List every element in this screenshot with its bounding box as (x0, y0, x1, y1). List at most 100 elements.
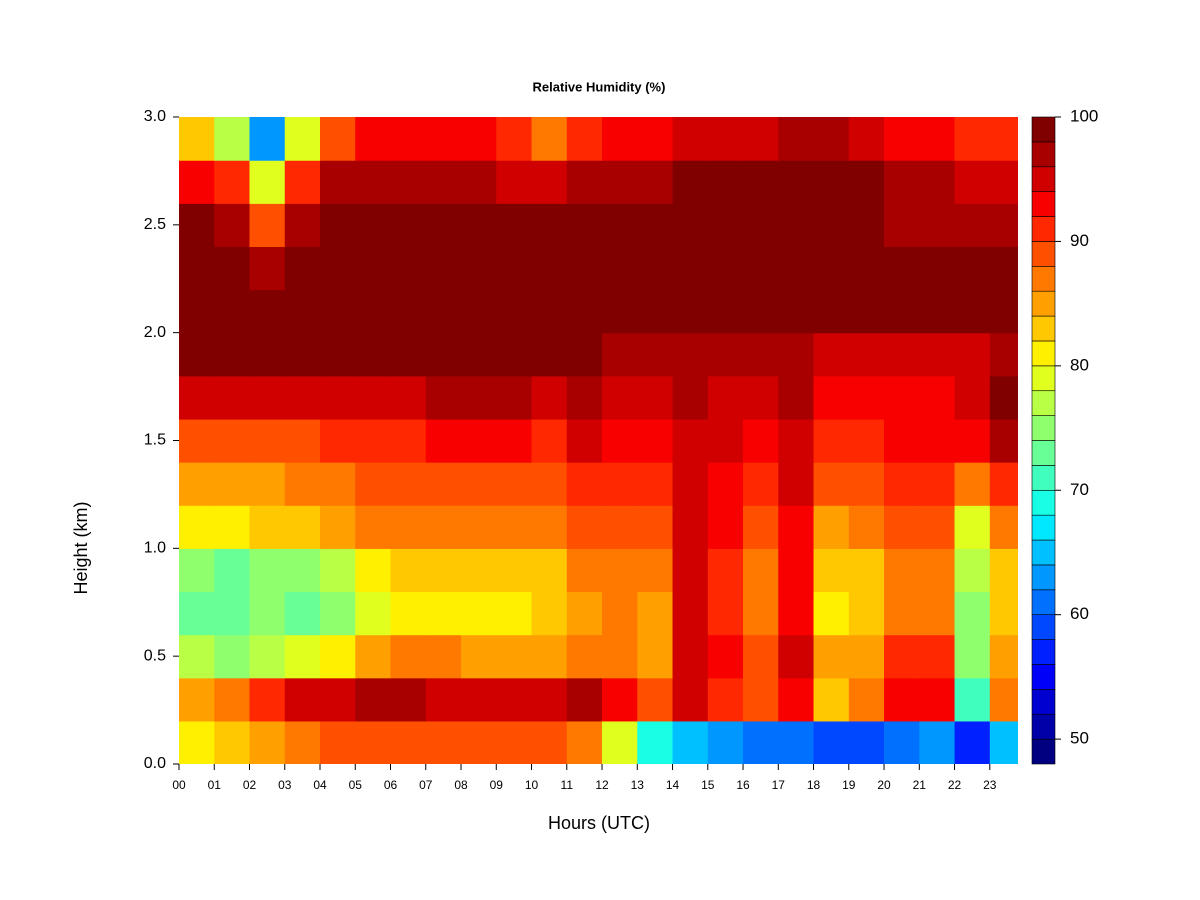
heatmap-cell (637, 677, 674, 722)
heatmap-cell (355, 720, 392, 764)
heatmap-cell (602, 462, 638, 506)
heatmap-cell (637, 375, 674, 420)
heatmap-cell (778, 505, 815, 549)
x-tick-label: 16 (736, 778, 750, 792)
heatmap-cell (707, 505, 744, 549)
heatmap-cell (566, 677, 603, 722)
heatmap-cell (778, 160, 815, 204)
heatmap-cell (707, 591, 744, 636)
heatmap-cell (284, 505, 321, 549)
heatmap-cell (919, 505, 956, 549)
heatmap-cell (884, 634, 920, 679)
heatmap-cell (672, 117, 709, 161)
heatmap-cell (637, 289, 674, 334)
heatmap-cell (672, 418, 709, 463)
heatmap-cell (848, 677, 885, 722)
colorbar-swatch (1031, 216, 1056, 242)
colorbar-swatch (1031, 664, 1056, 690)
heatmap-cell (566, 289, 603, 334)
heatmap-cell (919, 548, 956, 593)
colorbar-swatch (1031, 738, 1056, 765)
heatmap-cell (284, 591, 321, 636)
heatmap-cell (954, 634, 991, 679)
heatmap-cell (919, 375, 956, 420)
heatmap-cell (848, 246, 885, 291)
heatmap-cell (743, 634, 779, 679)
heatmap-cell (179, 634, 215, 679)
x-tick-label: 17 (772, 778, 786, 792)
heatmap-cell (778, 117, 815, 161)
heatmap-cell (531, 375, 568, 420)
heatmap-cell (214, 677, 251, 722)
heatmap-cell (954, 418, 991, 463)
heatmap-cell (566, 591, 603, 636)
heatmap-cell (954, 591, 991, 636)
heatmap-cell (284, 117, 321, 161)
x-tick-label: 09 (490, 778, 504, 792)
heatmap-cell (672, 289, 709, 334)
heatmap-cell (179, 246, 215, 291)
heatmap-cell (531, 677, 568, 722)
heatmap-cell (566, 332, 603, 377)
x-tick-label: 05 (349, 778, 363, 792)
heatmap-cell (214, 505, 251, 549)
heatmap-cell (919, 591, 956, 636)
heatmap-cell (602, 677, 638, 722)
heatmap-cell (566, 117, 603, 161)
heatmap-cell (848, 462, 885, 506)
heatmap-cell (707, 160, 744, 204)
heatmap-cell (496, 548, 533, 593)
colorbar-swatch (1031, 639, 1056, 665)
heatmap-cell (214, 160, 251, 204)
heatmap-cell (602, 720, 638, 764)
heatmap-cell (743, 375, 779, 420)
x-tick-label: 04 (313, 778, 327, 792)
heatmap-cell (461, 591, 497, 636)
heatmap-cell (637, 634, 674, 679)
heatmap-cell (884, 677, 920, 722)
y-tick-label: 2.0 (144, 324, 166, 341)
heatmap-cell (531, 591, 568, 636)
heatmap-cell (954, 246, 991, 291)
heatmap-cell (214, 634, 251, 679)
heatmap-cell (249, 246, 286, 291)
colorbar-swatch (1031, 689, 1056, 715)
heatmap-cell (214, 720, 251, 764)
heatmap-cell (743, 591, 779, 636)
heatmap-cell (707, 548, 744, 593)
heatmap-cell (707, 418, 744, 463)
heatmap-cell (214, 289, 251, 334)
heatmap-cell (707, 289, 744, 334)
heatmap-cell (778, 548, 815, 593)
heatmap-cell (320, 332, 356, 377)
heatmap-cell (989, 203, 1018, 247)
heatmap-cell (672, 375, 709, 420)
colorbar-swatch (1031, 191, 1056, 217)
heatmap-cell (425, 418, 462, 463)
heatmap-cell (249, 117, 286, 161)
heatmap-cell (813, 591, 850, 636)
heatmap-cell (390, 117, 427, 161)
x-tick-label: 11 (561, 778, 574, 792)
heatmap-cell (813, 720, 850, 764)
heatmap-cell (179, 591, 215, 636)
heatmap-cell (531, 720, 568, 764)
heatmap-cell (919, 462, 956, 506)
heatmap-cell (284, 462, 321, 506)
heatmap-cell (179, 720, 215, 764)
x-tick-label: 18 (807, 778, 821, 792)
heatmap-cell (707, 720, 744, 764)
heatmap-cell (214, 117, 251, 161)
heatmap-cell (672, 720, 709, 764)
heatmap-cell (461, 160, 497, 204)
heatmap-cell (672, 332, 709, 377)
heatmap-cell (919, 634, 956, 679)
heatmap-cell (284, 160, 321, 204)
heatmap-cell (179, 203, 215, 247)
heatmap-cell (461, 548, 497, 593)
heatmap-cell (602, 634, 638, 679)
heatmap-cell (496, 375, 533, 420)
heatmap-cell (743, 548, 779, 593)
heatmap-cell (390, 591, 427, 636)
heatmap-cell (320, 462, 356, 506)
